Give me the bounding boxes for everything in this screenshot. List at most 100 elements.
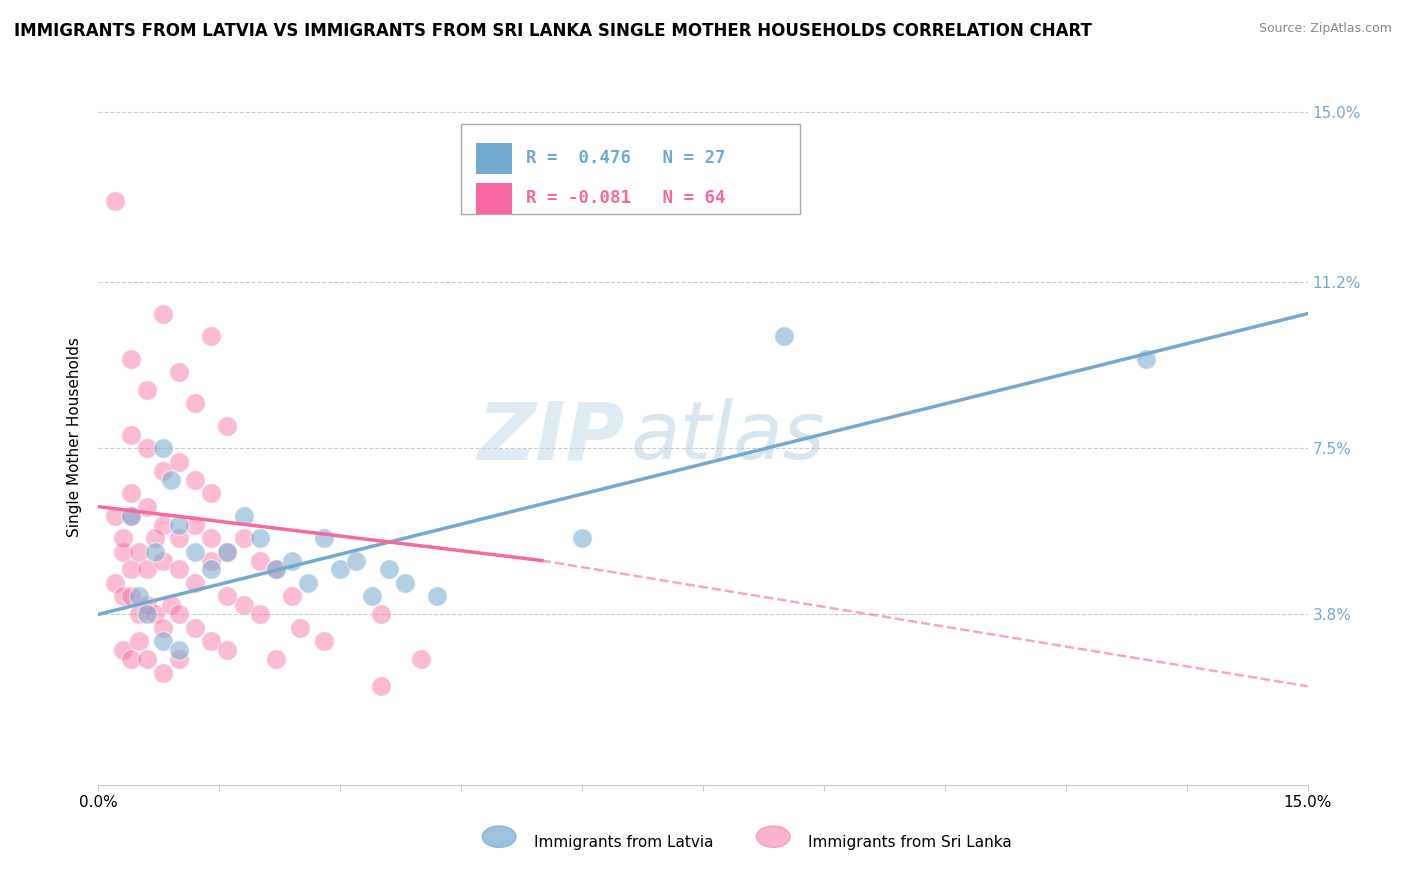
Point (200, 329, 222, 343)
Point (370, 679, 392, 693)
Point (152, 517, 174, 532)
Point (152, 634, 174, 648)
Point (571, 531, 593, 545)
Point (184, 517, 207, 532)
Point (394, 576, 416, 591)
Text: atlas: atlas (630, 398, 825, 476)
Point (288, 621, 311, 635)
Y-axis label: Single Mother Households: Single Mother Households (67, 337, 83, 537)
Point (120, 508, 142, 523)
Point (111, 590, 134, 604)
Point (111, 643, 134, 657)
Point (409, 652, 432, 666)
Point (152, 665, 174, 680)
Point (128, 634, 150, 648)
Point (167, 562, 190, 576)
Point (184, 576, 207, 591)
Bar (475, 183, 512, 214)
Point (297, 576, 319, 591)
Point (184, 544, 207, 558)
Point (772, 329, 794, 343)
Point (120, 486, 142, 500)
Point (184, 396, 207, 410)
Point (167, 365, 190, 379)
Point (200, 562, 222, 576)
Point (152, 307, 174, 321)
Point (184, 621, 207, 635)
Point (217, 590, 239, 604)
Point (135, 652, 157, 666)
Point (103, 576, 125, 591)
Point (103, 194, 125, 209)
Point (167, 643, 190, 657)
Point (249, 553, 271, 567)
Point (120, 562, 142, 576)
Point (135, 442, 157, 456)
Point (143, 607, 166, 622)
Point (200, 634, 222, 648)
FancyBboxPatch shape (461, 124, 800, 214)
Point (217, 418, 239, 433)
Point (232, 599, 254, 613)
Point (128, 590, 150, 604)
Point (167, 652, 190, 666)
Point (152, 442, 174, 456)
Point (103, 508, 125, 523)
Point (184, 473, 207, 487)
Point (200, 531, 222, 545)
Point (232, 508, 254, 523)
Point (426, 590, 449, 604)
Point (160, 599, 183, 613)
Point (135, 562, 157, 576)
Point (314, 634, 336, 648)
Point (143, 544, 166, 558)
Point (200, 553, 222, 567)
Point (111, 531, 134, 545)
Text: Immigrants from Sri Lanka: Immigrants from Sri Lanka (808, 836, 1012, 850)
Point (361, 590, 384, 604)
Point (264, 562, 287, 576)
Point (111, 544, 134, 558)
Text: R =  0.476   N = 27: R = 0.476 N = 27 (526, 149, 725, 168)
Point (314, 531, 336, 545)
Bar (475, 143, 512, 174)
Point (135, 599, 157, 613)
Point (120, 351, 142, 366)
Point (135, 383, 157, 397)
Point (120, 590, 142, 604)
Point (143, 531, 166, 545)
Point (160, 473, 183, 487)
Text: Source: ZipAtlas.com: Source: ZipAtlas.com (1258, 22, 1392, 36)
Point (329, 562, 352, 576)
Point (167, 517, 190, 532)
Point (152, 621, 174, 635)
Point (249, 531, 271, 545)
Point (152, 464, 174, 478)
Point (281, 553, 304, 567)
Point (217, 544, 239, 558)
Point (120, 427, 142, 442)
Point (264, 562, 287, 576)
Text: R = -0.081   N = 64: R = -0.081 N = 64 (526, 189, 725, 207)
Point (120, 652, 142, 666)
Text: IMMIGRANTS FROM LATVIA VS IMMIGRANTS FROM SRI LANKA SINGLE MOTHER HOUSEHOLDS COR: IMMIGRANTS FROM LATVIA VS IMMIGRANTS FRO… (14, 22, 1092, 40)
Point (167, 607, 190, 622)
Point (167, 455, 190, 469)
Point (120, 508, 142, 523)
Point (152, 553, 174, 567)
Point (128, 544, 150, 558)
Point (217, 544, 239, 558)
Point (377, 562, 399, 576)
Point (200, 486, 222, 500)
Point (232, 531, 254, 545)
Point (264, 652, 287, 666)
Point (128, 607, 150, 622)
Point (281, 590, 304, 604)
Point (344, 553, 367, 567)
Point (1135, 351, 1157, 366)
Point (249, 607, 271, 622)
Text: Immigrants from Latvia: Immigrants from Latvia (534, 836, 714, 850)
Point (135, 607, 157, 622)
Point (135, 500, 157, 514)
Point (217, 643, 239, 657)
